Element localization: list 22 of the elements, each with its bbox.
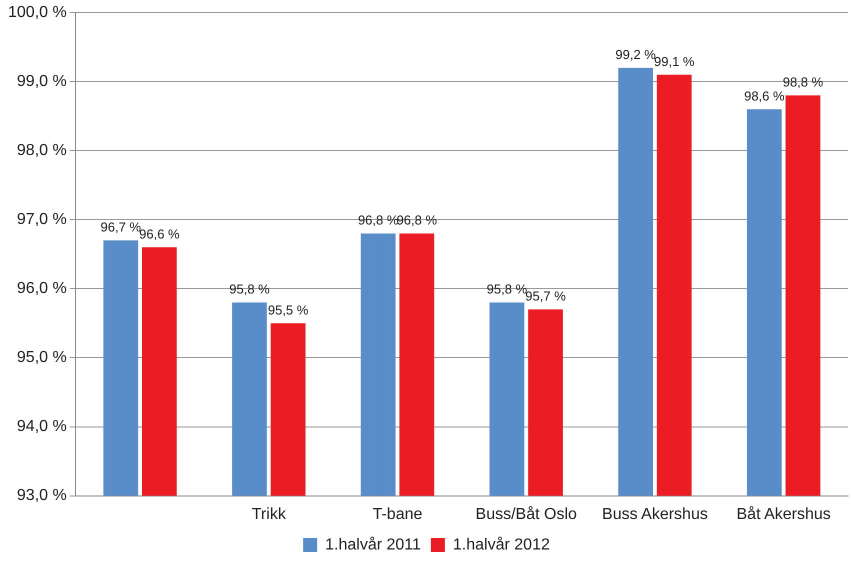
y-tick-label: 96,0 % [16,280,67,298]
data-label: 96,6 % [139,226,180,242]
x-tick-label: Båt Akershus [736,506,831,523]
x-tick-label: T-bane [372,506,423,523]
x-tick-label: Buss/Båt Oslo [476,506,577,523]
data-label: 95,5 % [268,302,309,318]
x-tick-label: Buss Akershus [602,506,708,523]
data-label: 96,8 % [358,212,399,228]
y-tick-label: 99,0 % [16,73,67,90]
y-tick-label: 93,0 % [16,487,67,504]
data-label: 95,8 % [229,282,270,297]
y-tick-label: 97,0 % [16,211,67,228]
y-tick-label: 95,0 % [16,349,67,366]
y-tick-label: 94,0 % [16,418,67,436]
data-label: 98,6 % [744,88,786,104]
legend-label: 1.halvår 2012 [452,536,550,554]
data-label: 98,8 % [782,74,824,90]
y-tick-label: 100,0 % [8,4,67,22]
x-tick-label: Trikk [252,506,287,523]
y-tick-label: 98,0 % [16,142,67,160]
data-label: 96,8 % [396,212,438,228]
legend-label: 1.halvår 2011 [325,536,422,554]
